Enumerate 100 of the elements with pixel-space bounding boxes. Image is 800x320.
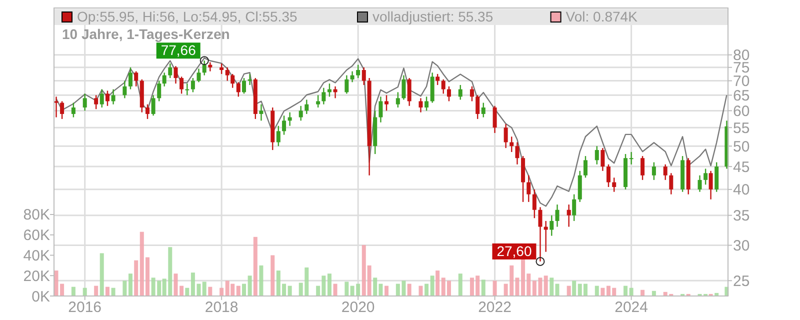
candlestick	[510, 136, 514, 153]
y-tick-label: 60	[733, 102, 750, 120]
y2-tick-label: 0K	[32, 288, 50, 306]
candlestick	[196, 68, 201, 83]
candlestick	[134, 70, 138, 88]
candlestick	[157, 80, 162, 102]
candlestick	[538, 206, 542, 262]
candlestick	[669, 172, 674, 195]
candlestick	[236, 82, 240, 98]
candlestick	[220, 62, 224, 75]
candlestick	[248, 73, 252, 86]
candlestick	[180, 76, 184, 94]
candlestick	[242, 77, 246, 94]
y-tick-label: 50	[733, 138, 750, 156]
candlestick	[378, 96, 383, 123]
candlestick	[168, 62, 172, 79]
candlestick	[71, 102, 76, 118]
candlestick	[316, 94, 320, 108]
candlestick	[458, 84, 462, 100]
annotation: 27,60	[496, 242, 532, 259]
candlestick	[105, 90, 110, 107]
candlestick	[282, 115, 286, 136]
candlestick	[583, 155, 588, 178]
candlestick	[276, 125, 280, 147]
candlestick	[663, 164, 668, 181]
y2-tick-label: 60K	[23, 227, 50, 244]
y-tick-label: 55	[733, 120, 750, 137]
y-tick-label: 30	[733, 238, 750, 255]
candlestick	[100, 88, 104, 108]
candlestick	[202, 60, 206, 76]
candlestick	[259, 104, 264, 122]
candlestick	[146, 104, 150, 120]
candlestick	[424, 96, 429, 112]
candlestick	[708, 170, 713, 200]
candlestick	[94, 94, 98, 110]
candlestick	[550, 214, 554, 236]
legend-label: Op:55.95, Hi:56, Lo:54.95, Cl:55.35	[77, 8, 298, 24]
candlestick	[476, 94, 480, 120]
candlestick	[526, 174, 531, 203]
annotation: 77,66	[160, 42, 196, 58]
candlestick	[515, 142, 520, 166]
candlestick	[566, 204, 571, 228]
candlestick	[492, 105, 497, 134]
candlestick	[600, 147, 605, 172]
candlestick	[418, 98, 423, 113]
y2-tick-label: 80K	[23, 206, 50, 224]
y2-tick-label: 40K	[23, 248, 50, 264]
candlestick	[298, 105, 303, 122]
candlestick	[122, 80, 127, 99]
candlestick	[162, 72, 166, 88]
candlestick	[640, 155, 645, 181]
candlestick	[384, 94, 389, 112]
candlestick	[151, 94, 156, 116]
candlestick	[185, 82, 190, 96]
x-tick-label: 2020	[341, 299, 375, 316]
candlestick	[362, 66, 366, 86]
y2-tick-label: 20K	[23, 268, 50, 285]
chart-title: 10 Jahre, 1-Tages-Kerzen	[62, 26, 230, 42]
candlestick	[356, 64, 360, 79]
y-tick-label: 25	[733, 272, 750, 290]
candlestick	[704, 168, 708, 186]
candlestick	[629, 151, 634, 166]
candlestick	[504, 123, 508, 149]
candlestick	[230, 73, 235, 88]
candlestick	[612, 177, 616, 192]
candlestick	[304, 99, 309, 115]
candlestick	[402, 74, 406, 100]
x-tick-label: 2016	[68, 299, 102, 316]
y-tick-label: 40	[733, 182, 750, 199]
candlestick	[60, 100, 64, 120]
legend-label: Vol: 0.874K	[566, 8, 638, 24]
legend-label: volladjustiert: 55.35	[372, 8, 494, 24]
y-tick-label: 45	[733, 158, 750, 176]
candlestick	[470, 86, 474, 102]
candlestick	[344, 74, 349, 94]
x-tick-label: 2024	[614, 299, 648, 316]
x-tick-label: 2018	[204, 299, 238, 316]
line-series	[56, 57, 728, 207]
candlestick	[532, 188, 536, 219]
candlestick	[350, 70, 354, 83]
candlestick	[54, 96, 58, 118]
candlestick	[174, 65, 178, 84]
candlestick	[396, 92, 400, 108]
candlestick	[128, 66, 132, 90]
x-tick-label: 2022	[478, 299, 512, 316]
candlestick	[407, 77, 412, 107]
candlestick	[436, 73, 440, 86]
candlestick	[225, 66, 230, 82]
candlestick	[572, 194, 576, 222]
candlestick	[322, 87, 326, 105]
candlestick	[208, 62, 212, 72]
candlestick	[446, 86, 451, 102]
candlestick	[82, 93, 87, 112]
candlestick	[652, 162, 656, 181]
candlestick	[111, 88, 116, 105]
candlestick	[594, 145, 599, 166]
candlestick	[481, 102, 486, 118]
candlestick	[555, 204, 560, 228]
candlestick	[714, 162, 719, 192]
candlestick	[441, 78, 446, 94]
